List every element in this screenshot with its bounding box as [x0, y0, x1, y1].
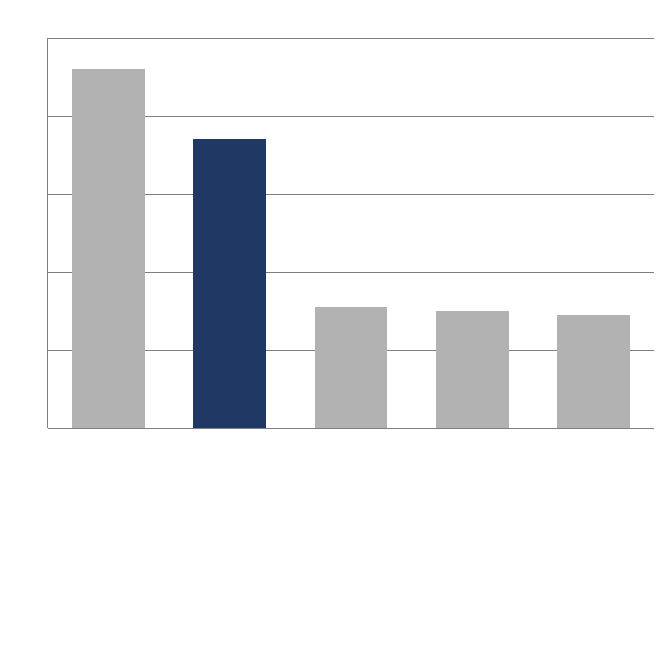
bar	[436, 311, 509, 428]
bar	[193, 139, 266, 428]
bar	[557, 315, 630, 428]
gridline	[48, 38, 654, 39]
bar	[72, 69, 145, 428]
bar	[315, 307, 388, 428]
plot-area	[48, 38, 654, 428]
bar-chart	[0, 0, 672, 658]
y-axis-line	[47, 38, 48, 428]
